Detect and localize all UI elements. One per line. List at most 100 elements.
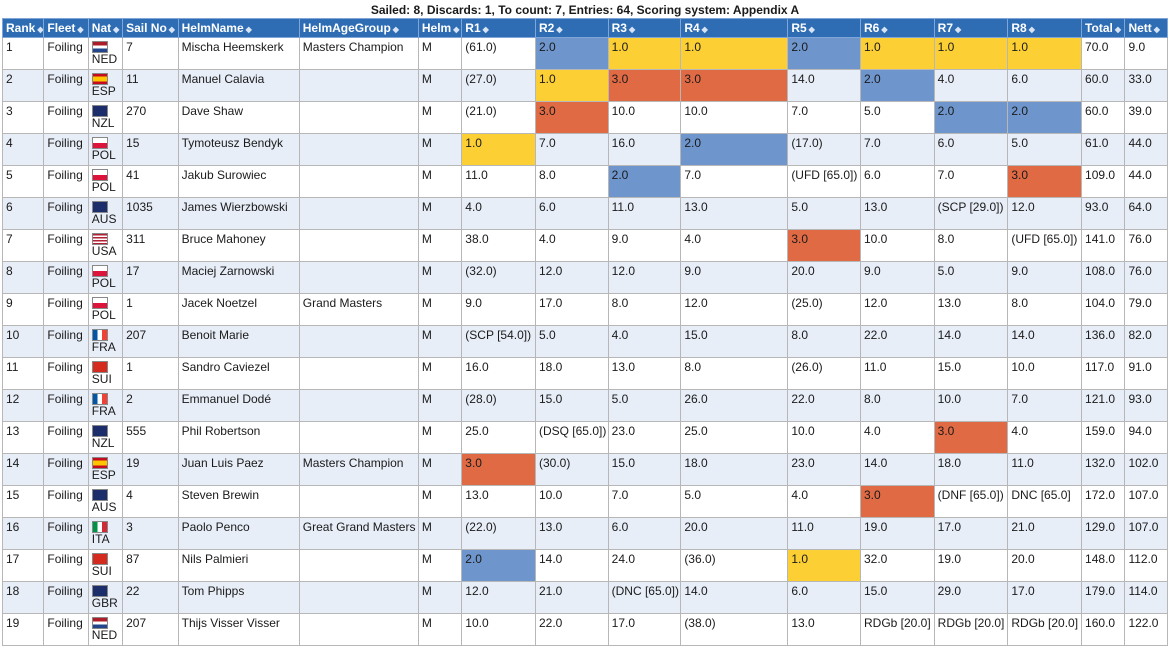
sail-number-cell: 4	[122, 485, 179, 518]
fleet-cell: Foiling	[43, 69, 89, 102]
column-header[interactable]: R8 ◆	[1007, 18, 1083, 38]
total-cell: 61.0	[1081, 133, 1126, 166]
helm-cell: M	[417, 325, 463, 358]
sort-arrows-icon[interactable]: ◆	[168, 25, 175, 34]
helm-name-cell: Mischa Heemskerk	[177, 37, 300, 70]
column-header[interactable]: Sail No ◆	[122, 18, 179, 38]
race-score-cell: (21.0)	[461, 101, 536, 134]
race-score-cell: 2.0	[607, 165, 682, 198]
sort-arrows-icon[interactable]: ◆	[77, 25, 84, 34]
sort-arrows-icon[interactable]: ◆	[808, 25, 815, 34]
sort-arrows-icon[interactable]: ◆	[701, 25, 708, 34]
column-header[interactable]: R5 ◆	[787, 18, 861, 38]
race-score-cell: 11.0	[461, 165, 536, 198]
helm-name-cell: Nils Palmieri	[177, 549, 300, 582]
column-header[interactable]: Nat ◆	[87, 18, 124, 38]
column-header[interactable]: R4 ◆	[680, 18, 789, 38]
helm-age-group-cell	[298, 421, 419, 454]
sort-arrows-icon[interactable]: ◆	[955, 25, 962, 34]
race-score-cell: 14.0	[787, 69, 861, 102]
table-row: 12 Foiling FRA 2 Emmanuel Dodé M (28.0) 15.0 5.0…	[1, 389, 1168, 422]
nett-cell: 93.0	[1124, 389, 1168, 422]
race-score-cell: 21.0	[1007, 517, 1083, 550]
sort-arrows-icon[interactable]: ◆	[1153, 25, 1160, 34]
nation-cell: GBR	[87, 581, 124, 614]
column-header[interactable]: R3 ◆	[607, 18, 682, 38]
helm-cell: M	[417, 421, 463, 454]
race-score-cell: 15.0	[859, 581, 935, 614]
fleet-cell: Foiling	[43, 261, 89, 294]
race-score-cell: 2.0	[680, 133, 789, 166]
race-score-cell: 6.0	[534, 197, 609, 230]
total-cell: 132.0	[1081, 453, 1126, 486]
sail-number-cell: 1035	[122, 197, 179, 230]
sort-arrows-icon[interactable]: ◆	[392, 25, 399, 34]
race-score-cell: 4.0	[461, 197, 536, 230]
race-score-cell: (38.0)	[680, 613, 789, 646]
column-header[interactable]: Total ◆	[1081, 18, 1126, 38]
total-cell: 136.0	[1081, 325, 1126, 358]
nation-code: NZL	[91, 436, 115, 450]
total-cell: 60.0	[1081, 101, 1126, 134]
helm-cell: M	[417, 69, 463, 102]
sail-number-cell: 22	[122, 581, 179, 614]
race-score-cell: 17.0	[1007, 581, 1083, 614]
column-header[interactable]: Helm ◆	[417, 18, 463, 38]
sail-number-cell: 7	[122, 37, 179, 70]
table-row: 11 Foiling SUI 1 Sandro Caviezel M 16.0 18.0 13.…	[1, 357, 1168, 390]
helm-age-group-cell	[298, 485, 419, 518]
race-score-cell: 2.0	[1007, 101, 1083, 134]
sort-arrows-icon[interactable]: ◆	[482, 25, 489, 34]
race-score-cell: 8.0	[787, 325, 861, 358]
column-header[interactable]: HelmAgeGroup ◆	[298, 18, 419, 38]
race-score-cell: (DNF [65.0])	[933, 485, 1009, 518]
column-header[interactable]: R1 ◆	[461, 18, 536, 38]
helm-name-cell: Tymoteusz Bendyk	[177, 133, 300, 166]
column-header[interactable]: Fleet ◆	[43, 18, 89, 38]
sort-arrows-icon[interactable]: ◆	[1114, 25, 1121, 34]
sort-arrows-icon[interactable]: ◆	[1028, 25, 1035, 34]
helm-cell: M	[417, 581, 463, 614]
sort-arrows-icon[interactable]: ◆	[453, 25, 460, 34]
race-score-cell: 7.0	[607, 485, 682, 518]
race-score-cell: (25.0)	[787, 293, 861, 326]
column-header-label: R8	[1011, 21, 1027, 35]
column-header[interactable]: HelmName ◆	[177, 18, 300, 38]
nation-code: ESP	[91, 84, 116, 98]
sort-arrows-icon[interactable]: ◆	[881, 25, 888, 34]
race-score-cell: 25.0	[680, 421, 789, 454]
sort-arrows-icon[interactable]: ◆	[37, 25, 44, 34]
total-cell: 117.0	[1081, 357, 1126, 390]
column-header[interactable]: Rank ◆	[1, 18, 45, 38]
race-score-cell: 18.0	[680, 453, 789, 486]
race-score-cell: 20.0	[680, 517, 789, 550]
column-header-label: Rank	[6, 21, 36, 35]
race-score-cell: (61.0)	[461, 37, 536, 70]
nett-cell: 33.0	[1124, 69, 1168, 102]
table-row: 6 Foiling AUS 1035 James Wierzbowski M 4.0 6.0 1…	[1, 197, 1168, 230]
helm-age-group-cell	[298, 581, 419, 614]
sort-arrows-icon[interactable]: ◆	[245, 25, 252, 34]
column-header[interactable]: R7 ◆	[933, 18, 1009, 38]
column-header-label: HelmName	[181, 21, 244, 35]
sort-arrows-icon[interactable]: ◆	[113, 25, 120, 34]
nation-cell: FRA	[87, 325, 124, 358]
race-score-cell: (27.0)	[461, 69, 536, 102]
helm-cell: M	[417, 389, 463, 422]
column-header-label: R3	[611, 21, 627, 35]
column-header[interactable]: Nett ◆	[1124, 18, 1168, 38]
race-score-cell: 1.0	[461, 133, 536, 166]
column-header[interactable]: R2 ◆	[534, 18, 609, 38]
nett-cell: 112.0	[1124, 549, 1168, 582]
race-score-cell: (17.0)	[787, 133, 861, 166]
rank-cell: 16	[1, 517, 45, 550]
column-header-label: Fleet	[47, 21, 76, 35]
column-header[interactable]: R6 ◆	[859, 18, 935, 38]
nation-code: SUI	[91, 372, 112, 386]
sort-arrows-icon[interactable]: ◆	[628, 25, 636, 34]
helm-cell: M	[417, 165, 463, 198]
header-row: Rank ◆ Fleet ◆ Nat ◆ Sail No ◆ HelmName ◆ HelmAgeG…	[1, 18, 1168, 38]
sort-arrows-icon[interactable]: ◆	[556, 25, 563, 34]
nation-cell: NED	[87, 37, 124, 70]
helm-name-cell: James Wierzbowski	[177, 197, 300, 230]
